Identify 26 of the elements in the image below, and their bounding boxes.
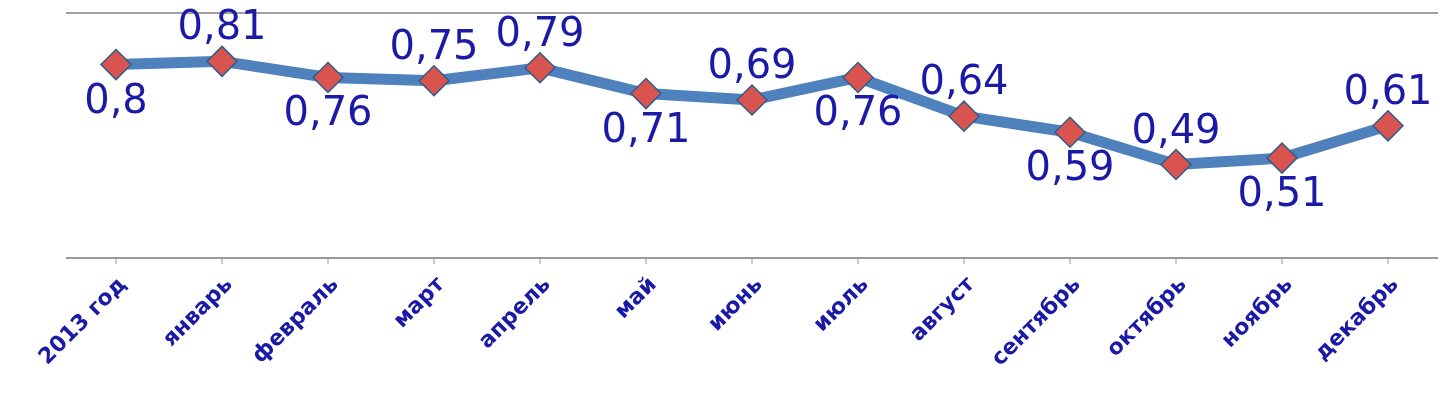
data-label: 0,76 bbox=[283, 88, 373, 135]
data-label: 0,75 bbox=[389, 21, 479, 68]
data-label: 0,76 bbox=[813, 88, 903, 135]
point bbox=[1266, 142, 1298, 174]
point bbox=[418, 64, 450, 97]
data-label: 0,51 bbox=[1237, 169, 1327, 216]
data-label: 0,8 bbox=[84, 75, 148, 122]
data-label: 0,59 bbox=[1025, 143, 1115, 190]
point bbox=[842, 61, 874, 94]
data-label: 0,71 bbox=[601, 104, 691, 151]
point bbox=[312, 61, 344, 94]
data-label: 0,69 bbox=[707, 41, 797, 88]
data-label: 0,79 bbox=[495, 8, 585, 55]
point bbox=[630, 77, 662, 110]
data-label: 0,61 bbox=[1343, 66, 1433, 113]
point bbox=[736, 84, 768, 116]
point bbox=[1054, 116, 1086, 149]
point bbox=[1372, 110, 1404, 142]
point bbox=[206, 45, 238, 78]
point bbox=[1160, 148, 1192, 181]
data-label: 0,64 bbox=[919, 57, 1009, 104]
point bbox=[948, 100, 980, 132]
data-label: 0,81 bbox=[177, 2, 267, 49]
point bbox=[100, 48, 132, 81]
data-label: 0,49 bbox=[1131, 105, 1221, 152]
point bbox=[524, 52, 556, 84]
